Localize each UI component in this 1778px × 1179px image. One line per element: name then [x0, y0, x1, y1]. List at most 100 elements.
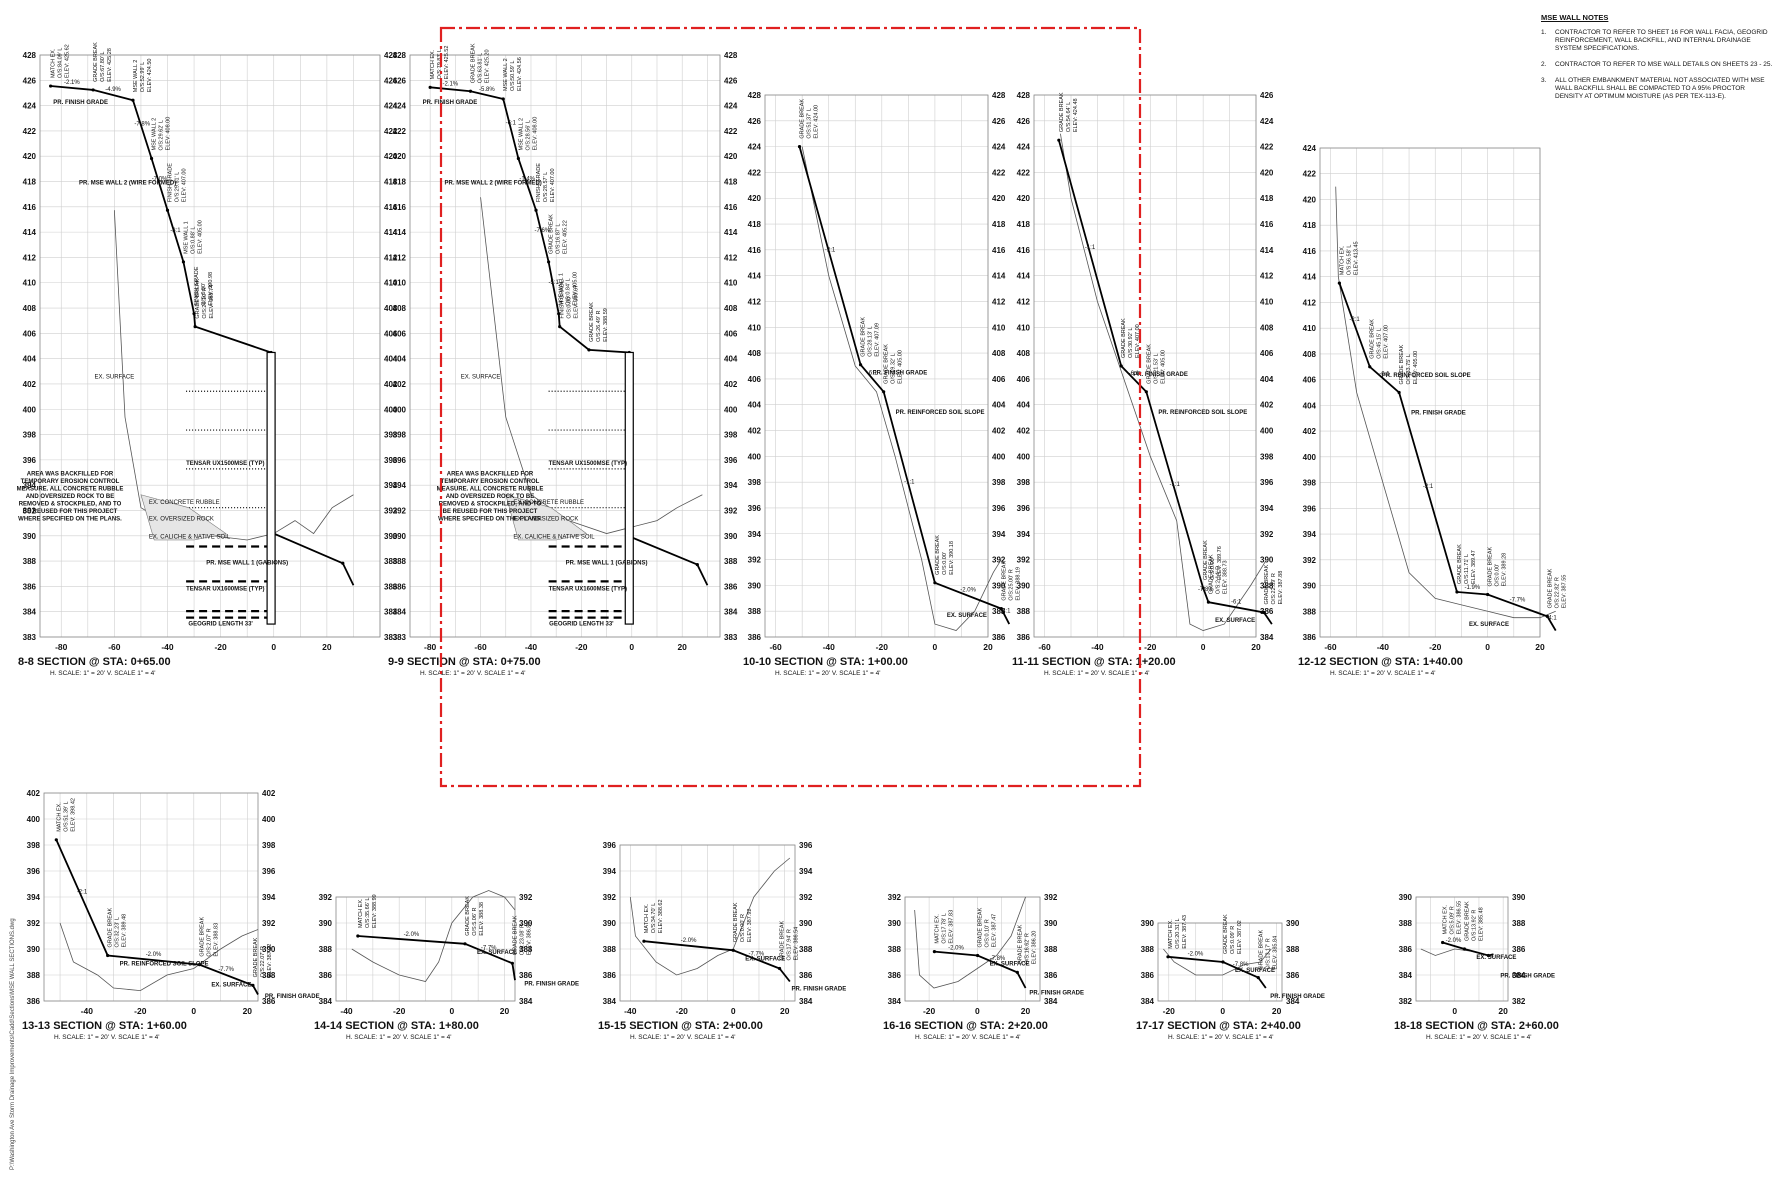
elevation-tick-label: 396	[27, 867, 41, 876]
elevation-tick-label: 424	[1017, 143, 1031, 152]
elevation-tick-label: 418	[384, 178, 398, 187]
elevation-tick-label: 386	[748, 633, 762, 642]
station-callout: ELEV: 405.00	[197, 220, 203, 254]
annotation-label: PR. REINFORCED SOIL SLOPE	[896, 410, 985, 416]
elevation-tick-label: 404	[1017, 401, 1031, 410]
gabion-wall	[266, 351, 276, 625]
annotation-label: PR. FINISH GRADE	[1500, 974, 1555, 980]
station-callout: ELEV: 407.09	[875, 323, 881, 357]
section-12-12: 424 422 420 418 416 414 412 410 408 406 404 402 400 3…	[1298, 144, 1567, 677]
station-callout: O/S:45.15' L	[1377, 328, 1383, 358]
grade-break-point	[534, 208, 538, 212]
offset-tick-label: 0	[933, 642, 938, 652]
station-callout: ELEV: 407.00	[182, 168, 188, 202]
station-callout: ELEV: 425.52	[444, 46, 450, 80]
slope-label: -7.8%	[990, 956, 1006, 962]
station-callout: ELEV: 408.00	[166, 117, 172, 151]
elevation-tick-label: 410	[1260, 297, 1274, 306]
station-callout: ELEV: 390.18	[949, 541, 955, 575]
section-13-13: 402 402 400 400 398 398 396 396 394 394 392 392 390 3…	[22, 789, 320, 1041]
elevation-tick-label: 388	[384, 557, 398, 566]
station-callout: ELEV: 386.54	[794, 927, 800, 961]
grid-frame	[409, 54, 721, 638]
annotation-label: PR. FINISH GRADE	[524, 981, 579, 987]
annotation-label: EX. CONCRETE RUBBLE	[513, 500, 584, 506]
station-callout: ELEV: 425.28	[107, 48, 113, 82]
elevation-tick-label: 394	[393, 481, 407, 490]
elevation-tick-label: 394	[799, 867, 813, 876]
station-callout: MATCH EX.	[934, 914, 940, 944]
grade-break-point	[975, 953, 980, 958]
elevation-tick-label: 410	[992, 323, 1006, 332]
station-callout: O/S:11.71' L	[1464, 554, 1470, 584]
offset-tick-label: 0	[1452, 1006, 1457, 1016]
section-title: 18-18 SECTION @ STA: 2+60.00	[1394, 1020, 1559, 1032]
offset-tick-label: -60	[108, 642, 121, 652]
slope-label: -6:1	[1231, 599, 1242, 605]
station-callout: O/S:21.53' L	[1153, 353, 1159, 383]
section-scale: H. SCALE: 1" = 20' V. SCALE 1" = 4'	[630, 1034, 736, 1041]
grade-break-point	[1201, 586, 1205, 590]
note-item: 1. CONTRACTOR TO REFER TO SHEET 16 FOR W…	[1541, 29, 1773, 53]
station-callout: ELEV: 387.83	[948, 910, 954, 944]
elevation-tick-label: 388	[1512, 919, 1526, 928]
offset-tick-label: 0	[271, 642, 276, 652]
elevation-tick-label: 424	[1303, 144, 1317, 153]
elevation-tick-label: 408	[748, 349, 762, 358]
proposed-grade-line	[1442, 941, 1494, 957]
offset-tick-label: -20	[676, 1006, 689, 1016]
annotation-label: PR. REINFORCED SOIL SLOPE	[1158, 410, 1247, 416]
elevation-tick-label: 386	[992, 633, 1006, 642]
elevation-tick-label: 390	[603, 919, 617, 928]
station-callout: O/S:63.81' L	[477, 53, 483, 83]
grade-break-point	[1368, 365, 1372, 369]
station-callout: MATCH EX.	[1339, 245, 1345, 275]
station-callout: MATCH EX.	[1443, 904, 1449, 934]
offset-tick-label: 0	[629, 642, 634, 652]
annotation-label: PR. FINISH GRADE	[1270, 994, 1325, 1000]
elevation-tick-label: 404	[724, 355, 738, 364]
slope-label: -2.0%	[948, 946, 964, 952]
station-callout: GRADE BREAK	[800, 99, 806, 139]
grade-break-point	[463, 942, 467, 946]
proposed-grade-line	[1167, 955, 1267, 989]
elevation-tick-label: 408	[992, 349, 1006, 358]
elevation-tick-label: 406	[1303, 376, 1317, 385]
rubble-fill-area	[140, 494, 227, 541]
station-callout: GRADE BREAK	[1464, 901, 1470, 941]
elevation-tick-label: 402	[262, 789, 276, 798]
station-callout: ELEV: 425.20	[484, 49, 490, 83]
grade-break-point	[1462, 947, 1467, 951]
elevation-tick-label: 410	[384, 279, 398, 288]
elevation-tick-label: 416	[748, 246, 762, 255]
section-title: 13-13 SECTION @ STA: 1+60.00	[22, 1020, 187, 1032]
elevation-tick-label: 392	[319, 893, 333, 902]
station-callout: O/S:13.17' R	[1265, 938, 1271, 969]
elevation-tick-label: 384	[888, 997, 902, 1006]
annotation-label: TENSAR UX1500MSE (TYP)	[549, 461, 627, 467]
elevation-tick-label: 388	[262, 971, 276, 980]
station-callout: MSE WALL 1	[559, 273, 565, 306]
elevation-tick-label: 388	[23, 557, 37, 566]
annotation-label: PR. FINISH GRADE	[265, 994, 320, 1000]
note-text: CONTRACTOR TO REFER TO SHEET 16 FOR WALL…	[1555, 29, 1768, 52]
elevation-tick-label: 412	[1017, 297, 1031, 306]
elevation-tick-label: 420	[1260, 168, 1274, 177]
elevation-tick-label: 394	[23, 481, 37, 490]
annotation-label: PR. FINISH GRADE	[1411, 411, 1466, 417]
station-callout: ELEV: 405.00	[1160, 350, 1166, 384]
existing-surface-line	[480, 197, 703, 534]
elevation-tick-label: 428	[724, 51, 738, 60]
station-callout: GRADE BREAK	[465, 896, 471, 936]
gabion-wall	[624, 351, 634, 625]
slope-label: -7.8%	[1198, 587, 1214, 593]
elevation-tick-label: 416	[393, 203, 407, 212]
station-callout: O/S:0.00'	[1210, 557, 1216, 580]
elevation-tick-label: 406	[23, 329, 37, 338]
section-scale: H. SCALE: 1" = 20' V. SCALE 1" = 4'	[346, 1034, 452, 1041]
elevation-tick-label: 404	[992, 401, 1006, 410]
grade-break-point	[197, 963, 202, 967]
grade-break-point	[251, 983, 255, 988]
elevation-tick-label: 414	[23, 228, 37, 237]
